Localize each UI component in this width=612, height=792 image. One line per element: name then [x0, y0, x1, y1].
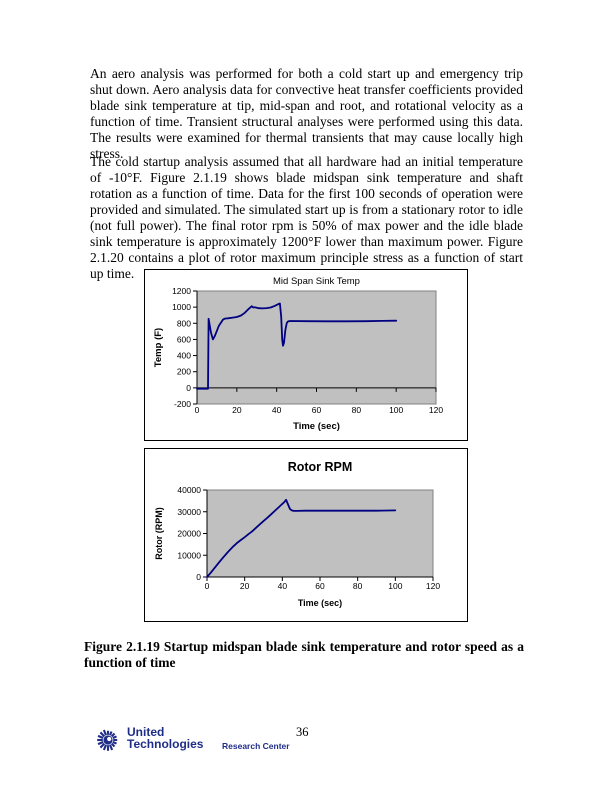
- research-center-label: Research Center: [222, 741, 290, 751]
- y-tick-label: 600: [177, 334, 191, 344]
- x-tick-label: 40: [278, 581, 288, 591]
- paragraph-cold-startup: The cold startup analysis assumed that a…: [90, 154, 523, 281]
- y-tick-label: 40000: [177, 485, 201, 495]
- paragraph-aero-analysis: An aero analysis was performed for both …: [90, 66, 523, 161]
- x-axis-label: Time (sec): [293, 421, 340, 432]
- x-tick-label: 60: [312, 405, 322, 415]
- x-tick-label: 100: [389, 405, 403, 415]
- x-tick-label: 40: [272, 405, 282, 415]
- x-axis-label: Time (sec): [298, 598, 342, 608]
- midspan-sink-temp-plot: -200 0 200 400 600 800 1000 1200 0 20 40 60 80 100 120…: [153, 276, 443, 432]
- rotor-rpm-plot: 0 10000 20000 30000 40000 0 20 40 60 80 100 120 Roto…: [154, 460, 440, 608]
- rotor-rpm-chart: 0 10000 20000 30000 40000 0 20 40 60 80 100 120 Roto…: [144, 448, 468, 622]
- series-line-rotor-rpm: [206, 498, 397, 578]
- x-tick-label: 20: [232, 405, 242, 415]
- y-tick-label: 0: [186, 383, 191, 393]
- plot-area: [196, 290, 437, 405]
- x-tick-label: 100: [388, 581, 402, 591]
- y-tick-label: 1200: [172, 286, 191, 296]
- x-tick-label: 80: [353, 581, 363, 591]
- chart-title: Mid Span Sink Temp: [273, 276, 360, 287]
- y-tick-label: 400: [177, 351, 191, 361]
- y-tick-label: 200: [177, 367, 191, 377]
- y-axis-label: Temp (F): [153, 328, 164, 367]
- page-number: 36: [296, 725, 309, 739]
- figure-caption: Figure 2.1.19 Startup midspan blade sink…: [84, 639, 524, 670]
- x-tick-label: 20: [240, 581, 250, 591]
- united-technologies-logo-text: United Technologies: [127, 725, 204, 751]
- plot-area: [206, 489, 434, 578]
- x-tick-label: 120: [429, 405, 443, 415]
- x-tick-label: 60: [315, 581, 325, 591]
- midspan-sink-temp-chart: -200 0 200 400 600 800 1000 1200 0 20 40 60 80 100 120…: [144, 269, 468, 441]
- y-tick-label: 800: [177, 318, 191, 328]
- series-line-mid-span-sink-temp: [196, 302, 398, 390]
- y-axis-label: Rotor (RPM): [154, 507, 164, 560]
- y-tick-label: 0: [196, 572, 201, 582]
- logo-line-technologies: Technologies: [127, 736, 204, 751]
- logo-line-united: United: [127, 725, 165, 739]
- y-tick-label: 20000: [177, 529, 201, 539]
- y-tick-label: 1000: [172, 302, 191, 312]
- x-tick-label: 0: [195, 405, 200, 415]
- x-tick-label: 80: [352, 405, 362, 415]
- y-tick-label: -200: [174, 399, 191, 409]
- united-technologies-logo-icon: [97, 729, 118, 751]
- y-tick-label: 30000: [177, 507, 201, 517]
- chart-title: Rotor RPM: [288, 460, 353, 474]
- y-tick-label: 10000: [177, 550, 201, 560]
- x-tick-label: 0: [205, 581, 210, 591]
- x-tick-label: 120: [426, 581, 440, 591]
